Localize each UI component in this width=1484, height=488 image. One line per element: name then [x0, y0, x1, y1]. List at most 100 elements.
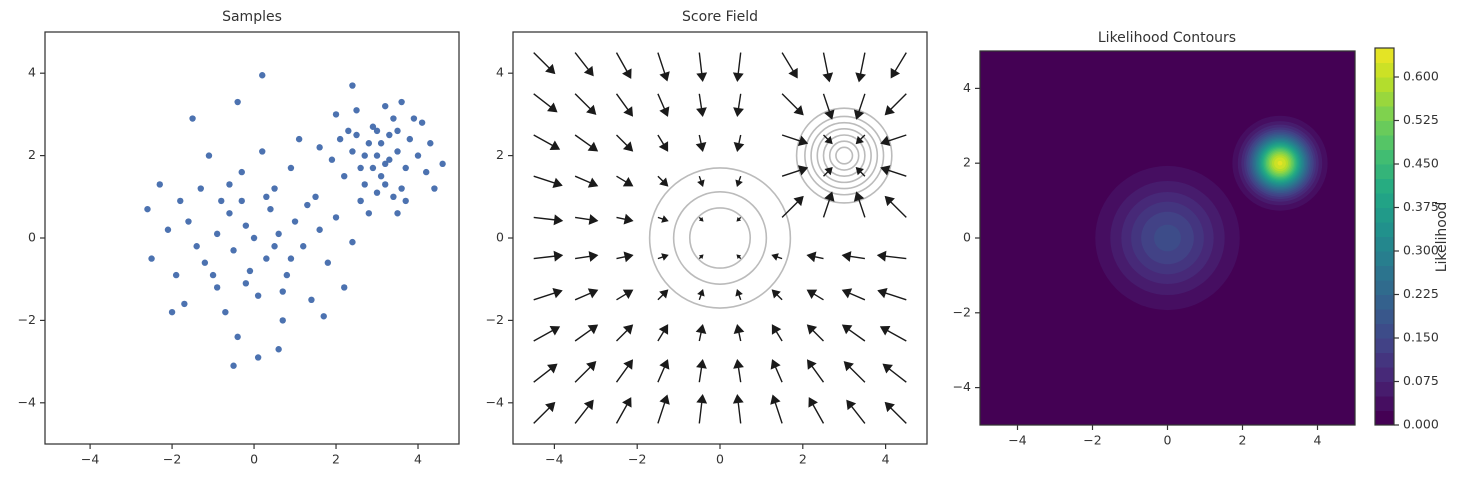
- y-tick-label: 4: [28, 65, 36, 80]
- arrow: [736, 216, 742, 222]
- arrow: [657, 324, 669, 342]
- arrow: [880, 134, 907, 146]
- point: [332, 111, 340, 118]
- contour-line: [822, 134, 866, 178]
- point: [242, 280, 250, 287]
- arrow: [822, 52, 834, 83]
- arrow: [657, 394, 670, 424]
- point: [238, 197, 245, 205]
- contour-line: [804, 115, 885, 196]
- point: [320, 313, 327, 320]
- contour-line: [816, 128, 872, 184]
- point: [439, 160, 446, 168]
- colorbar-band: [1375, 62, 1394, 78]
- colorbar-tick-label: 0.450: [1403, 156, 1439, 171]
- arrow: [736, 254, 742, 260]
- arrow: [698, 254, 704, 260]
- y-tick-label: −4: [953, 379, 971, 394]
- point: [373, 127, 381, 135]
- y-tick-label: −2: [953, 304, 971, 319]
- point: [312, 193, 319, 200]
- arrow: [855, 134, 866, 145]
- colorbar-tick-label: 0.375: [1403, 199, 1439, 214]
- colorbar-tick-label: 0.075: [1403, 373, 1439, 388]
- arrow: [770, 359, 783, 383]
- colorbar-label: Likelihood: [1434, 202, 1450, 273]
- colorbar-band: [1375, 178, 1394, 194]
- arrow: [696, 394, 708, 424]
- arrow: [876, 250, 907, 262]
- point: [263, 193, 270, 200]
- point: [226, 181, 233, 188]
- arrow: [657, 289, 669, 301]
- arrow: [533, 52, 556, 75]
- arrow: [733, 93, 744, 117]
- point: [316, 226, 323, 233]
- point: [254, 354, 262, 361]
- point: [361, 181, 368, 188]
- x-tick-label: 2: [799, 452, 807, 467]
- point: [275, 230, 282, 238]
- point: [369, 123, 377, 130]
- point: [197, 185, 204, 192]
- point: [295, 135, 303, 143]
- point: [164, 226, 172, 233]
- arrow: [781, 134, 809, 146]
- point: [230, 247, 237, 254]
- arrow: [735, 175, 743, 187]
- arrow: [657, 253, 669, 261]
- point: [341, 173, 348, 180]
- colorbar-band: [1375, 381, 1394, 397]
- arrow: [574, 251, 599, 262]
- arrow: [735, 289, 743, 301]
- colorbar-tick-label: 0.600: [1403, 69, 1439, 84]
- arrow: [841, 288, 866, 301]
- x-tick-label: −2: [1083, 433, 1101, 448]
- point: [349, 82, 356, 89]
- arrow: [877, 287, 907, 301]
- arrow: [574, 214, 599, 225]
- arrow: [806, 289, 824, 301]
- contour-line: [648, 167, 792, 309]
- point: [193, 243, 200, 250]
- point: [353, 131, 360, 139]
- point: [201, 259, 209, 266]
- point: [222, 308, 229, 316]
- colorbar-band: [1375, 164, 1394, 179]
- y-tick-label: −2: [18, 312, 36, 327]
- arrow: [855, 52, 866, 83]
- x-tick-label: −2: [628, 452, 646, 467]
- colorbar-band: [1375, 236, 1394, 252]
- x-tick-label: −4: [1008, 433, 1026, 448]
- point: [287, 164, 295, 172]
- arrow: [884, 93, 907, 116]
- point: [332, 214, 340, 221]
- point: [279, 317, 286, 324]
- x-tick-label: −4: [545, 452, 563, 467]
- arrow: [841, 324, 866, 342]
- point: [238, 168, 245, 176]
- arrow: [781, 93, 804, 116]
- point: [308, 296, 315, 303]
- point: [259, 72, 266, 79]
- colorbar-band: [1375, 323, 1394, 339]
- contour-line: [828, 140, 860, 171]
- arrow: [533, 250, 564, 262]
- point: [234, 98, 241, 106]
- arrow: [770, 394, 783, 424]
- arrow: [884, 401, 907, 424]
- arrow: [533, 401, 556, 424]
- x-tick-label: 4: [1314, 433, 1322, 448]
- colorbar-frame: [1374, 47, 1395, 426]
- point: [279, 288, 286, 295]
- arrow: [615, 52, 632, 79]
- colorbar-band: [1375, 106, 1394, 121]
- plot-area: [144, 72, 446, 369]
- arrow: [733, 359, 744, 383]
- point: [263, 255, 270, 262]
- point: [291, 218, 299, 225]
- colorbar-band: [1375, 91, 1394, 107]
- contour-line: [795, 107, 893, 204]
- x-tick-label: 4: [882, 452, 890, 467]
